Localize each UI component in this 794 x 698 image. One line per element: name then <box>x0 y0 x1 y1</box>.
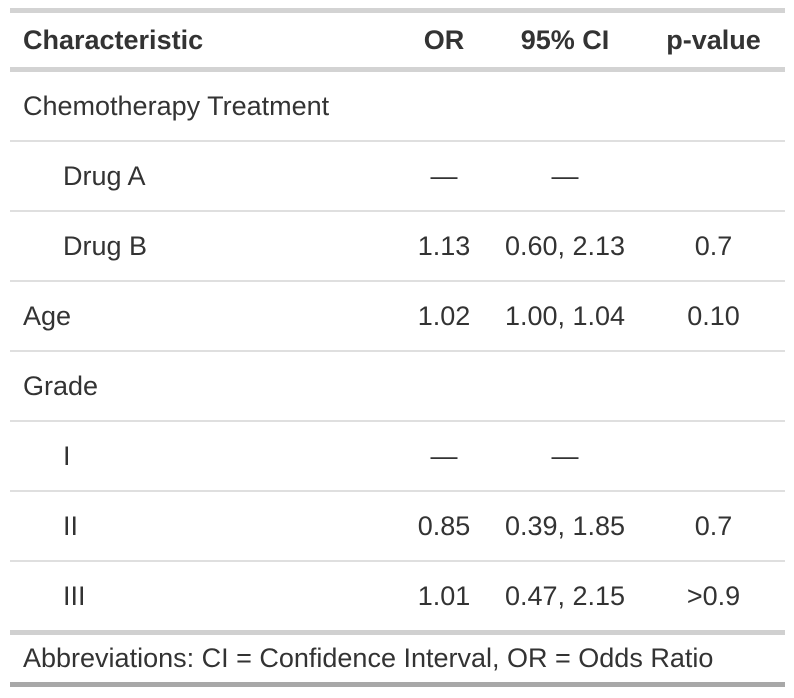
column-header-95ci: 95% CI <box>488 8 642 72</box>
cell-ci <box>488 70 642 142</box>
table-row: Grade <box>10 351 785 421</box>
regression-summary-table: Characteristic OR 95% CI p-value Chemoth… <box>10 8 785 687</box>
column-header-or: OR <box>400 8 488 72</box>
table-header: Characteristic OR 95% CI p-value <box>10 8 785 72</box>
cell-or: 1.02 <box>417 300 471 331</box>
header-row: Characteristic OR 95% CI p-value <box>10 8 785 72</box>
footnote-row: Abbreviations: CI = Confidence Interval,… <box>10 630 785 687</box>
cell-p-value <box>642 141 785 211</box>
cell-ci: 1.00, 1.04 <box>504 300 626 331</box>
cell-ci: 0.60, 2.13 <box>504 230 626 261</box>
cell-or: 0.85 <box>417 510 471 541</box>
cell-or <box>400 70 488 142</box>
cell-ci: — <box>551 160 579 191</box>
cell-ci: 0.39, 1.85 <box>504 510 626 541</box>
cell-ci: 0.47, 2.15 <box>504 580 626 611</box>
table-body: Chemotherapy Treatment Drug A — — Drug B… <box>10 70 785 633</box>
cell-characteristic: Grade <box>23 370 99 401</box>
cell-p-value <box>642 70 785 142</box>
cell-characteristic: I <box>63 440 71 471</box>
cell-p-value <box>642 421 785 491</box>
cell-p-value: 0.10 <box>687 300 740 331</box>
cell-or: — <box>430 440 458 471</box>
table-footer: Abbreviations: CI = Confidence Interval,… <box>10 630 785 687</box>
cell-ci: — <box>551 440 579 471</box>
cell-characteristic: Drug A <box>63 160 146 191</box>
cell-characteristic: II <box>63 510 79 541</box>
abbreviations-footnote: Abbreviations: CI = Confidence Interval,… <box>10 630 785 687</box>
table-row: Drug B 1.13 0.60, 2.13 0.7 <box>10 211 785 281</box>
cell-or <box>400 351 488 421</box>
column-header-p-value: p-value <box>642 8 785 72</box>
cell-ci <box>488 351 642 421</box>
table-row: III 1.01 0.47, 2.15 >0.9 <box>10 561 785 633</box>
table-row: Age 1.02 1.00, 1.04 0.10 <box>10 281 785 351</box>
cell-p-value: 0.7 <box>694 230 733 261</box>
cell-characteristic: Age <box>23 300 72 331</box>
table-row: Chemotherapy Treatment <box>10 70 785 142</box>
cell-characteristic: III <box>63 580 86 611</box>
table-row: II 0.85 0.39, 1.85 0.7 <box>10 491 785 561</box>
table-row: Drug A — — <box>10 141 785 211</box>
cell-or: 1.01 <box>417 580 471 611</box>
cell-characteristic: Chemotherapy Treatment <box>23 90 330 121</box>
cell-p-value: >0.9 <box>686 580 741 611</box>
cell-p-value: 0.7 <box>694 510 733 541</box>
table-row: I — — <box>10 421 785 491</box>
cell-p-value <box>642 351 785 421</box>
cell-or: 1.13 <box>417 230 471 261</box>
cell-characteristic: Drug B <box>63 230 148 261</box>
cell-or: — <box>430 160 458 191</box>
column-header-characteristic: Characteristic <box>10 8 400 72</box>
